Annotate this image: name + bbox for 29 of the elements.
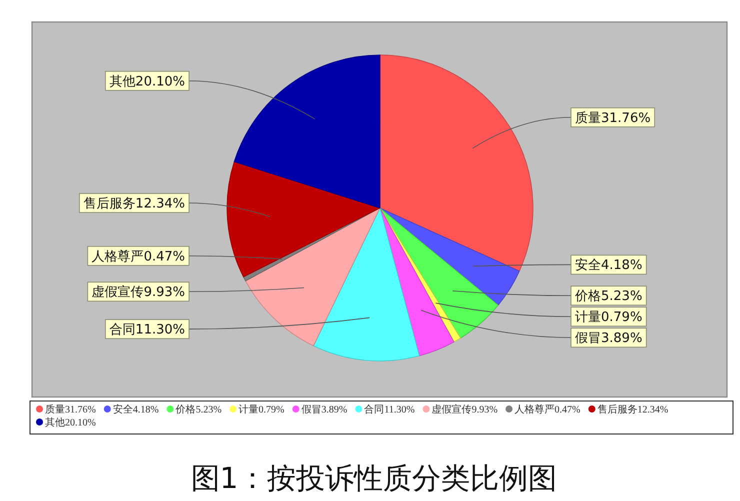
text: 图1：按投诉性质分类比例图 — [190, 461, 558, 495]
legend-label: 假冒3.89% — [301, 404, 348, 416]
legend-label: 虚假宣传9.93% — [432, 404, 498, 416]
pie-slice — [226, 161, 380, 278]
legend-label: 合同11.30% — [364, 404, 415, 416]
pie-slice — [245, 208, 380, 346]
legend-label: 其他20.10% — [45, 416, 96, 428]
pie-slice — [380, 208, 520, 306]
slice-label: 其他20.10% — [109, 74, 185, 90]
pie-slice — [380, 208, 499, 338]
slice-label: 人格尊严0.47% — [92, 249, 185, 264]
slice-label: 质量31.76% — [575, 110, 651, 126]
slice-label: 假冒3.89% — [575, 331, 642, 346]
pie-slice — [380, 54, 534, 272]
slice-label: 虚假宣传9.93% — [92, 284, 185, 300]
legend-label: 人格尊严0.47% — [514, 404, 580, 416]
legend-label: 价格5.23% — [174, 404, 222, 416]
legend-label: 计量0.79% — [238, 404, 284, 416]
legend-label: 售后服务12.34% — [597, 404, 668, 416]
legend-label: 质量31.76% — [45, 404, 96, 416]
legend-label: 安全4.18% — [112, 404, 159, 416]
pie-slice — [313, 208, 420, 362]
pie-slice — [380, 208, 454, 356]
slice-label: 价格5.23% — [574, 289, 642, 304]
slice-label: 安全4.18% — [575, 257, 642, 274]
slice-label: 合同11.30% — [109, 322, 185, 338]
slice-label: 计量0.79% — [575, 310, 642, 326]
slice-label: 售后服务12.34% — [83, 196, 185, 212]
pie-slice — [234, 54, 380, 208]
